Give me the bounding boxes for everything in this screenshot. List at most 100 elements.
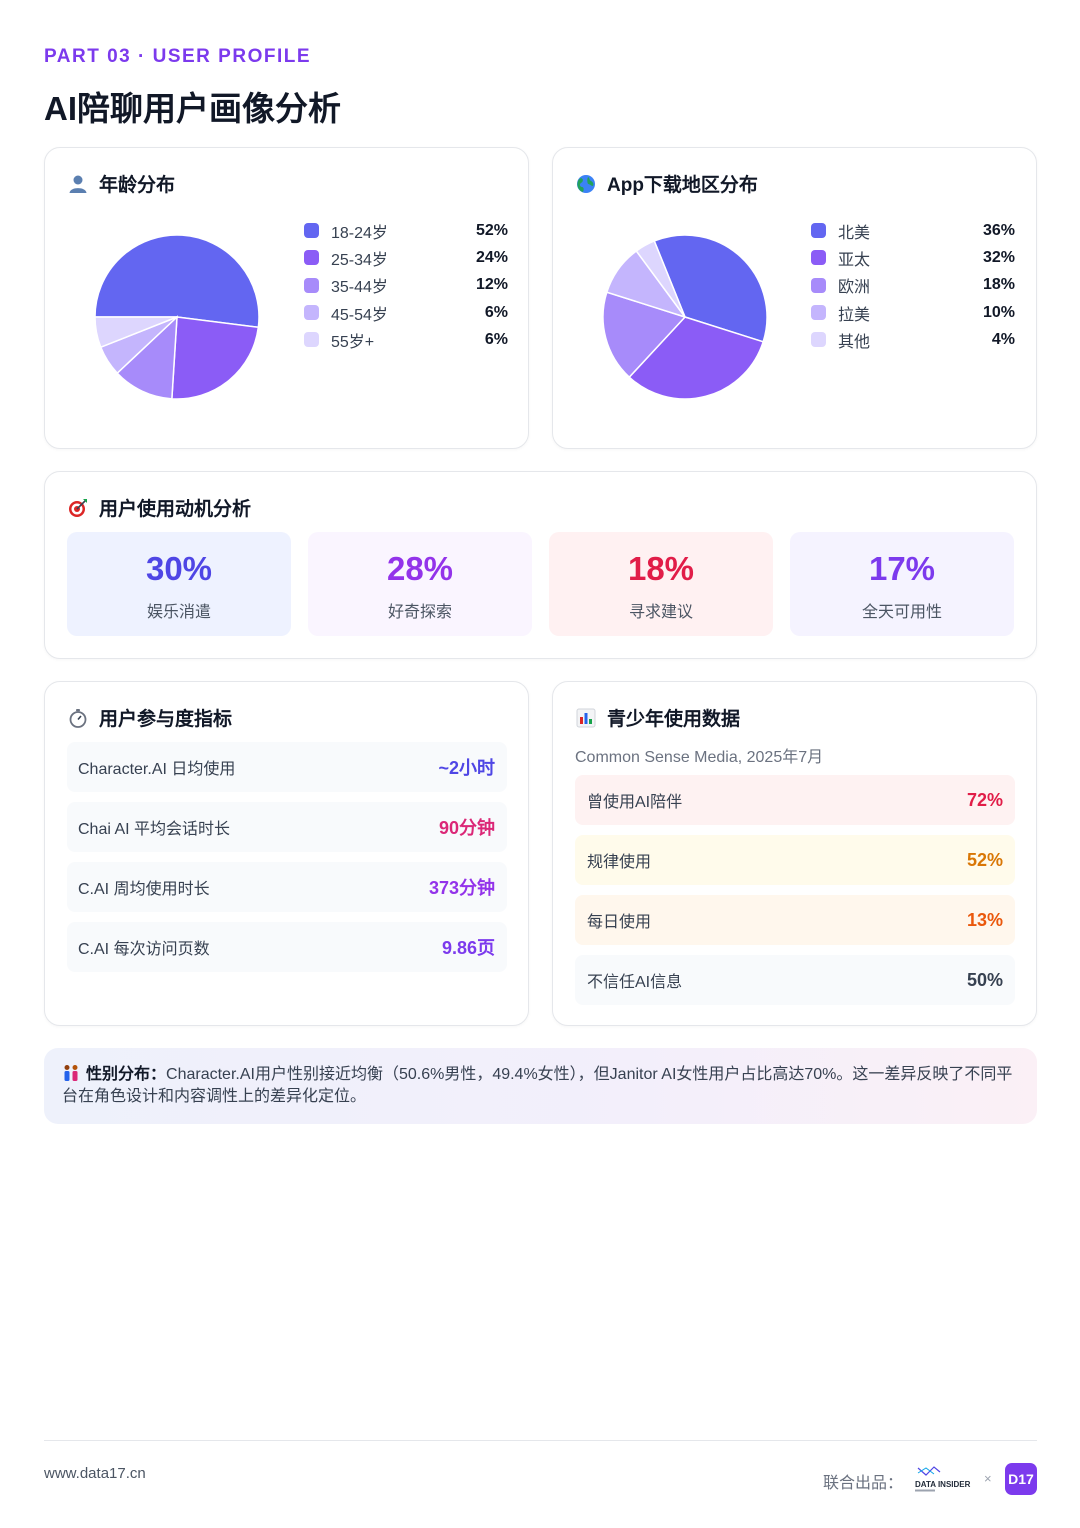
metric-row: C.AI 每次访问页数 9.86页 [67, 922, 507, 972]
teen-label: 不信任AI信息 [587, 974, 683, 991]
pie-slice [635, 239, 686, 318]
pie-slice [602, 291, 687, 379]
pie-slice [628, 316, 765, 400]
teen-label: 每日使用 [587, 914, 652, 931]
legend-value: 36% [982, 221, 1015, 239]
times-sign: × [984, 1471, 992, 1486]
note-label: 性别分布： [86, 1066, 167, 1083]
motivation-title: 用户使用动机分析 [99, 499, 252, 520]
teen-title: 青少年使用数据 [607, 709, 741, 730]
footer-site-link[interactable]: www.data17.cn [44, 1465, 146, 1482]
legend-swatch [304, 250, 319, 266]
legend-item: 55岁+ 6% [304, 326, 508, 353]
teen-card: 青少年使用数据 Common Sense Media, 2025年7月 曾使用A… [552, 681, 1037, 1026]
motivation-card-header: 用户使用动机分析 [67, 494, 251, 521]
metric-value: 9.86页 [441, 938, 495, 958]
motive-card: 30% 娱乐消遣 [67, 532, 291, 636]
teen-value: 72% [966, 789, 1003, 810]
region-card: App下载地区分布 北美 36% 亚太 32% 欧洲 18% 拉美 10% 其他 4% [552, 147, 1037, 449]
legend-label: 其他 [838, 333, 871, 351]
engagement-card-header: 用户参与度指标 [67, 704, 232, 731]
page-title: AI陪聊用户画像分析 [44, 90, 341, 127]
legend-value: 52% [475, 221, 508, 239]
region-card-header: App下载地区分布 [575, 170, 758, 197]
gender-note: 性别分布：Character.AI用户性别接近均衡（50.6%男性，49.4%女… [44, 1048, 1037, 1124]
legend-label: 45-54岁 [331, 306, 388, 324]
metric-value: 373分钟 [428, 878, 495, 898]
age-card-header: 年龄分布 [67, 170, 175, 197]
metric-label: C.AI 周均使用时长 [78, 881, 210, 898]
motive-card: 28% 好奇探索 [308, 532, 532, 636]
legend-swatch [304, 223, 319, 239]
motive-value: 18% [627, 550, 695, 587]
pie-slice [94, 316, 178, 349]
age-card: 年龄分布 18-24岁 52% 25-34岁 24% 35-44岁 12% 45-54岁 6%… [44, 147, 529, 449]
target-icon [67, 497, 89, 519]
metric-row: Chai AI 平均会话时长 90分钟 [67, 802, 507, 852]
pie-slice [171, 316, 260, 400]
person-icon [67, 173, 89, 195]
coproduced-label: 联合出品： [823, 1475, 904, 1492]
legend-swatch [304, 305, 319, 321]
teen-value: 52% [966, 849, 1003, 870]
legend-swatch [304, 277, 319, 293]
legend-label: 35-44岁 [331, 279, 388, 297]
legend-item: 北美 36% [811, 217, 1015, 244]
region-title: App下载地区分布 [607, 175, 758, 196]
motive-value: 28% [386, 550, 454, 587]
legend-item: 35-44岁 12% [304, 272, 508, 299]
legend-label: 北美 [838, 224, 871, 242]
legend-item: 拉美 10% [811, 299, 1015, 326]
region-legend: 北美 36% 亚太 32% 欧洲 18% 拉美 10% 其他 4% [811, 217, 1015, 353]
motive-value: 17% [868, 550, 936, 587]
legend-label: 18-24岁 [331, 224, 388, 242]
kicker: PART 03 · USER PROFILE [44, 46, 312, 67]
motive-label: 好奇探索 [387, 604, 452, 621]
legend-value: 6% [484, 303, 508, 321]
age-title: 年龄分布 [99, 175, 176, 196]
legend-label: 亚太 [838, 251, 871, 269]
motive-card: 18% 寻求建议 [549, 532, 773, 636]
legend-swatch [811, 277, 826, 293]
legend-swatch [811, 332, 826, 348]
d17-logo: D17 [1005, 1463, 1037, 1495]
legend-item: 欧洲 18% [811, 272, 1015, 299]
engagement-card: 用户参与度指标 Character.AI 日均使用 ~2小时 Chai AI 平… [44, 681, 529, 1026]
metric-row: Character.AI 日均使用 ~2小时 [67, 742, 507, 792]
teen-value: 13% [966, 909, 1003, 930]
motive-value: 30% [145, 550, 213, 587]
pie-slice [653, 234, 768, 343]
motive-label: 寻求建议 [628, 604, 693, 621]
legend-value: 6% [484, 330, 508, 348]
data-insider-logo: DATA INSIDER [915, 1466, 971, 1492]
legend-swatch [811, 250, 826, 266]
legend-value: 32% [982, 248, 1015, 266]
metric-row: C.AI 周均使用时长 373分钟 [67, 862, 507, 912]
metric-label: Chai AI 平均会话时长 [78, 821, 231, 838]
teen-row: 不信任AI信息 50% [575, 955, 1015, 1005]
motive-label: 娱乐消遣 [146, 604, 211, 621]
legend-label: 25-34岁 [331, 251, 388, 269]
teen-label: 曾使用AI陪伴 [587, 794, 683, 811]
teen-row: 曾使用AI陪伴 72% [575, 775, 1015, 825]
legend-value: 18% [982, 276, 1015, 294]
svg-text:DATA INSIDER: DATA INSIDER [915, 1480, 971, 1489]
teen-value: 50% [966, 969, 1003, 990]
legend-item: 45-54岁 6% [304, 299, 508, 326]
teen-row: 每日使用 13% [575, 895, 1015, 945]
footer-divider [44, 1440, 1037, 1441]
legend-item: 其他 4% [811, 326, 1015, 353]
legend-label: 拉美 [838, 306, 871, 324]
legend-value: 10% [982, 303, 1015, 321]
pie-slice [116, 315, 178, 400]
legend-value: 4% [991, 330, 1015, 348]
engagement-title: 用户参与度指标 [99, 709, 233, 730]
legend-swatch [304, 332, 319, 348]
legend-item: 25-34岁 24% [304, 244, 508, 271]
people-icon [62, 1064, 80, 1082]
bar-chart-icon [575, 707, 597, 729]
legend-swatch [811, 305, 826, 321]
legend-label: 欧洲 [838, 279, 871, 297]
stopwatch-icon [67, 707, 89, 729]
age-legend: 18-24岁 52% 25-34岁 24% 35-44岁 12% 45-54岁 6% 55岁+ 6… [304, 217, 508, 353]
